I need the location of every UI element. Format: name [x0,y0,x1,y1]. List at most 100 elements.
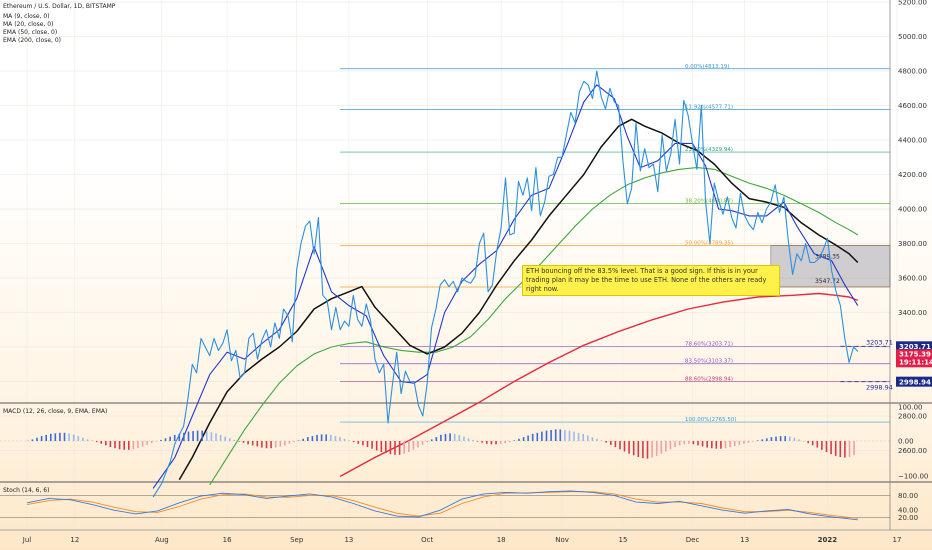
macd-bar [784,436,786,442]
fib-label-2: 23.60%(4329.94) [685,147,733,153]
macd-bar [334,436,337,442]
macd-bar [807,441,809,444]
macd-bar [201,430,203,442]
macd-bar [610,441,612,445]
last-price-label: 3175.39 [899,350,931,358]
macd-bar [155,441,158,442]
price-tick-8: 4200.00 [898,171,927,179]
macd-bar [623,441,626,452]
macd-bar [330,434,332,441]
macd-bar [86,439,89,442]
macd-bar [600,440,603,441]
macd-bar [408,441,410,452]
macd-bar [307,437,309,441]
macd-bar [293,441,295,443]
macd-bar [568,430,571,442]
price-tag-box-0 [896,341,932,352]
macd-bar [297,440,300,441]
macd-bar [178,433,181,442]
macd-bar [160,439,162,441]
legend-ema200[interactable]: EMA (200, close, 0) [3,37,61,44]
macd-bar [779,436,782,442]
macd-bar [830,441,832,455]
macd-bar [486,441,488,444]
macd-bar [545,430,548,442]
macd-bar [362,441,364,446]
macd-bar [504,441,506,444]
macd-title[interactable]: MACD (12, 26, close, 9, EMA, EMA) [3,408,107,415]
legend-ma20[interactable]: MA (20, close, 0) [3,21,53,28]
macd-bar [215,433,217,441]
macd-bar [844,441,846,458]
time-tick-1: 12 [70,536,79,544]
macd-bar [825,441,828,452]
macd-bar [518,438,520,441]
macd-bar [50,433,52,442]
price-tick-11: 4800.00 [898,68,927,76]
ema200-line [339,292,859,478]
macd-bar [389,441,392,455]
fib-label-8: 88.60%(2998.94) [685,377,733,383]
macd-bar [169,436,171,441]
macd-bar [270,441,272,449]
legend-ma9[interactable]: MA (9, close, 0) [3,13,50,20]
macd-bar [109,441,112,448]
stoch-tick-2: 20.00 [898,514,918,522]
macd-tick-1: 0.00 [898,438,914,446]
ma9-line [152,84,859,489]
macd-bar [678,441,681,446]
macd-bar [187,431,190,441]
macd-bar [36,437,38,441]
macd-bar [412,441,415,450]
macd-bar [45,434,47,441]
macd-bar [398,441,401,455]
macd-bar [123,441,125,450]
price-tick-12: 5000.00 [898,33,927,41]
macd-bar [288,441,291,444]
price-series [152,70,859,498]
macd-bar [522,437,525,441]
macd-bar [738,441,741,445]
macd-bar [476,441,479,442]
price-tick-10: 4600.00 [898,102,927,110]
macd-bar [775,436,777,441]
macd-bar [463,436,465,441]
macd-bar [137,441,139,449]
price-axis[interactable]: 2600.002800.003000.003200.003400.003600.… [898,0,927,455]
macd-bar [743,441,745,444]
macd-bar [756,440,759,441]
macd-bar [646,441,649,459]
macd-bar [339,437,341,441]
fibonacci-retracement: 0.00%(4813.19) 11.92%(4577.71) 23.60%(4329… [340,64,890,423]
fib-label-7: 83.50%(3103.37) [685,359,733,365]
macd-bar [357,441,360,444]
macd-bar [715,441,718,449]
legend-ema50[interactable]: EMA (50, close, 0) [3,29,57,36]
macd-bar [577,432,580,442]
macd-bar [284,441,286,446]
annotation-note[interactable]: ETH bouncing off the 83.5% level. That i… [522,265,780,296]
macd-bar [472,439,474,441]
price-tags: 3203.71 3203.71 2998.94 2998.94 3175.3919:11… [840,338,932,392]
macd-bar [688,441,690,444]
macd-bar [430,439,433,442]
macd-bar [206,431,208,441]
last-price-countdown: 19:11:14 [899,358,932,366]
time-tick-8: Nov [555,536,569,544]
macd-bar [701,441,704,447]
macd-bar [536,432,539,442]
macd-bar [770,437,773,441]
macd-bar [651,441,653,458]
price-tag-text-1: 2998.94 [866,384,893,392]
macd-bar [632,441,635,456]
stoch-title[interactable]: Stoch (14, 6, 6) [3,487,49,494]
time-tick-12: 2022 [818,536,838,544]
macd-bar [614,441,617,448]
time-axis[interactable]: Jul 12 Aug 16 Sep 13 Oct 18 Nov 15 Dec 13 2022 17 [22,536,902,544]
macd-bar [729,441,731,448]
macd-bar [853,441,855,456]
fib-label-1: 11.92%(4577.71) [685,104,733,110]
macd-bar [440,434,442,441]
time-tick-10: Dec [686,536,700,544]
macd-bar [366,441,369,448]
